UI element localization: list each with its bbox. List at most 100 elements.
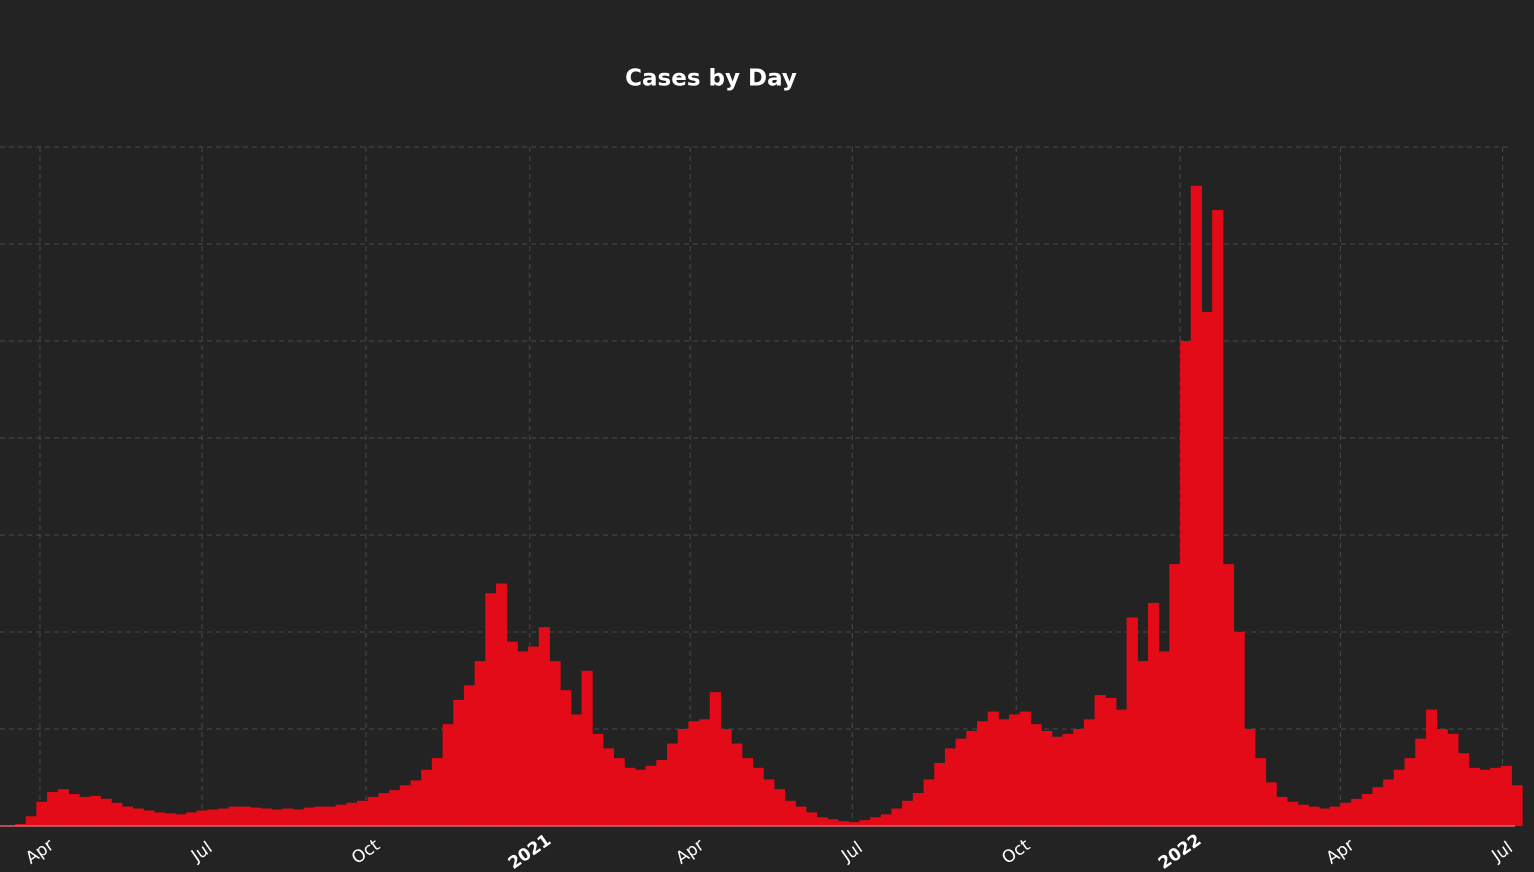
bar [303, 807, 315, 826]
bar [485, 593, 497, 826]
bar [1490, 767, 1502, 826]
bar [934, 762, 946, 826]
bar [1319, 808, 1331, 826]
bar [100, 798, 112, 826]
bar [763, 779, 775, 826]
bar [538, 627, 550, 826]
bar [1030, 724, 1042, 826]
bar [79, 796, 91, 826]
bar [848, 822, 860, 826]
bar [549, 661, 561, 826]
bar [1511, 785, 1523, 826]
bar [1276, 796, 1288, 826]
bar [314, 806, 326, 826]
bar [624, 767, 636, 826]
bar [1148, 602, 1160, 826]
bar [1201, 311, 1213, 826]
bar [1404, 758, 1416, 826]
bar [164, 813, 176, 826]
bar [1062, 733, 1074, 826]
bar [1126, 617, 1138, 826]
bar [1297, 804, 1309, 826]
bar [838, 821, 850, 826]
bar [998, 719, 1010, 826]
bar [560, 690, 572, 826]
bar [1393, 769, 1406, 826]
bar [463, 685, 476, 826]
bar [453, 699, 465, 826]
bar [495, 583, 508, 826]
bar [1329, 806, 1341, 826]
bar [357, 800, 369, 826]
bar [47, 792, 59, 826]
bar [1415, 738, 1427, 826]
bar [634, 769, 647, 826]
bar [1019, 711, 1031, 826]
bar [592, 733, 604, 826]
bar [1212, 210, 1224, 827]
bar [431, 758, 444, 826]
bar [1115, 709, 1128, 826]
bar [474, 661, 486, 826]
bar [1233, 632, 1245, 826]
bar [923, 779, 935, 826]
bar [805, 812, 818, 826]
bar [1158, 651, 1170, 826]
bar [1308, 806, 1320, 826]
bar [68, 793, 80, 826]
bar [1244, 729, 1256, 826]
bar [1105, 697, 1117, 826]
bar [1222, 564, 1235, 826]
bar [442, 724, 454, 826]
bar [656, 760, 668, 826]
bar [1009, 714, 1021, 826]
bar [902, 800, 914, 826]
bar [688, 721, 700, 826]
bar [1265, 782, 1277, 826]
bar [720, 729, 732, 826]
bar [613, 758, 625, 826]
bar [731, 743, 743, 826]
bar [1137, 661, 1149, 826]
bar [89, 795, 102, 826]
bar [1500, 765, 1512, 826]
bar [741, 758, 754, 826]
bar [1083, 719, 1096, 826]
bar [1479, 769, 1491, 826]
bar [709, 692, 721, 826]
bar [36, 801, 48, 826]
bar [346, 802, 358, 826]
bar [955, 738, 967, 826]
bar [976, 721, 989, 826]
bar [870, 817, 882, 826]
chart-title: Cases by Day [625, 66, 797, 92]
bar [1051, 736, 1064, 826]
bar [196, 810, 208, 826]
bar [399, 785, 411, 826]
bar [25, 816, 37, 826]
bar [816, 817, 828, 826]
bar [528, 646, 540, 826]
bar [667, 743, 679, 826]
bar [880, 814, 892, 826]
bar [581, 670, 593, 826]
bar [186, 812, 198, 826]
bar [335, 804, 347, 826]
bar [282, 808, 294, 826]
bar [57, 789, 69, 826]
bar [367, 796, 379, 826]
bar [1425, 709, 1438, 826]
bar [859, 820, 871, 826]
bar [1372, 787, 1384, 826]
bar [175, 814, 187, 826]
bar [570, 714, 583, 826]
bar [218, 808, 230, 826]
bar [506, 641, 518, 826]
bar [602, 748, 615, 826]
bar [111, 802, 123, 826]
bar [827, 819, 839, 826]
bar [250, 807, 262, 826]
bar [410, 780, 422, 826]
bar [132, 808, 144, 826]
